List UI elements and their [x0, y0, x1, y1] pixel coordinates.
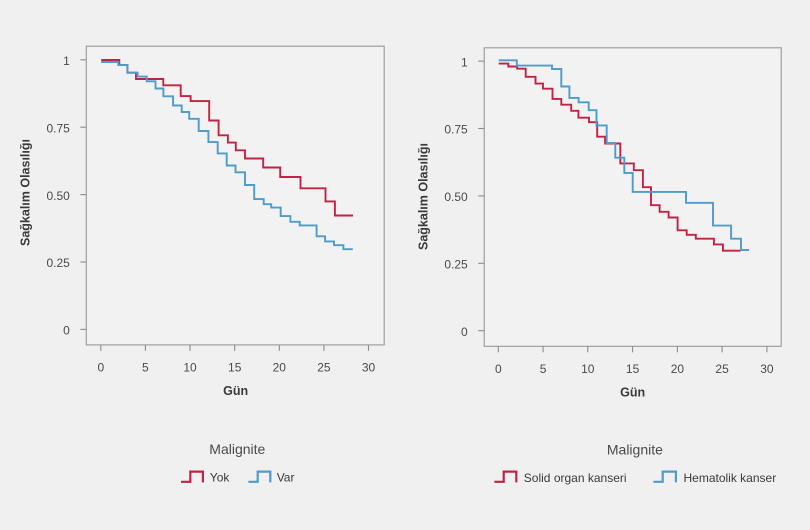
svg-text:Sağkalım Olasılığı: Sağkalım Olasılığı	[417, 143, 431, 250]
svg-text:0: 0	[97, 360, 104, 374]
svg-text:Yok: Yok	[210, 471, 231, 485]
svg-text:Sağkalım Olasılığı: Sağkalım Olasılığı	[19, 139, 33, 246]
svg-text:25: 25	[715, 362, 729, 376]
svg-text:0.50: 0.50	[46, 189, 70, 203]
svg-text:20: 20	[273, 360, 287, 374]
svg-text:5: 5	[540, 362, 547, 376]
svg-text:0: 0	[495, 362, 502, 376]
svg-text:Malignite: Malignite	[607, 441, 663, 457]
svg-text:0.75: 0.75	[46, 121, 70, 135]
svg-text:10: 10	[183, 360, 197, 374]
svg-text:Malignite: Malignite	[209, 441, 265, 457]
svg-text:30: 30	[362, 360, 376, 374]
svg-text:15: 15	[626, 362, 640, 376]
svg-text:5: 5	[142, 360, 149, 374]
svg-text:25: 25	[317, 360, 331, 374]
svg-text:1: 1	[63, 54, 70, 68]
svg-text:0: 0	[63, 324, 70, 338]
svg-text:0.50: 0.50	[444, 190, 468, 204]
svg-text:10: 10	[581, 362, 595, 376]
svg-text:Hematolik kanser: Hematolik kanser	[684, 471, 777, 485]
svg-text:0.25: 0.25	[444, 258, 468, 272]
svg-text:0.75: 0.75	[444, 123, 468, 137]
svg-text:1: 1	[461, 55, 468, 69]
svg-text:Var: Var	[277, 471, 295, 485]
svg-text:20: 20	[671, 362, 685, 376]
svg-text:Solid organ kanseri: Solid organ kanseri	[524, 471, 627, 485]
svg-text:30: 30	[760, 362, 774, 376]
svg-text:Gün: Gün	[620, 386, 645, 400]
svg-text:0: 0	[461, 325, 468, 339]
svg-text:15: 15	[228, 360, 242, 374]
svg-text:Gün: Gün	[223, 384, 248, 398]
svg-text:0.25: 0.25	[46, 256, 70, 270]
